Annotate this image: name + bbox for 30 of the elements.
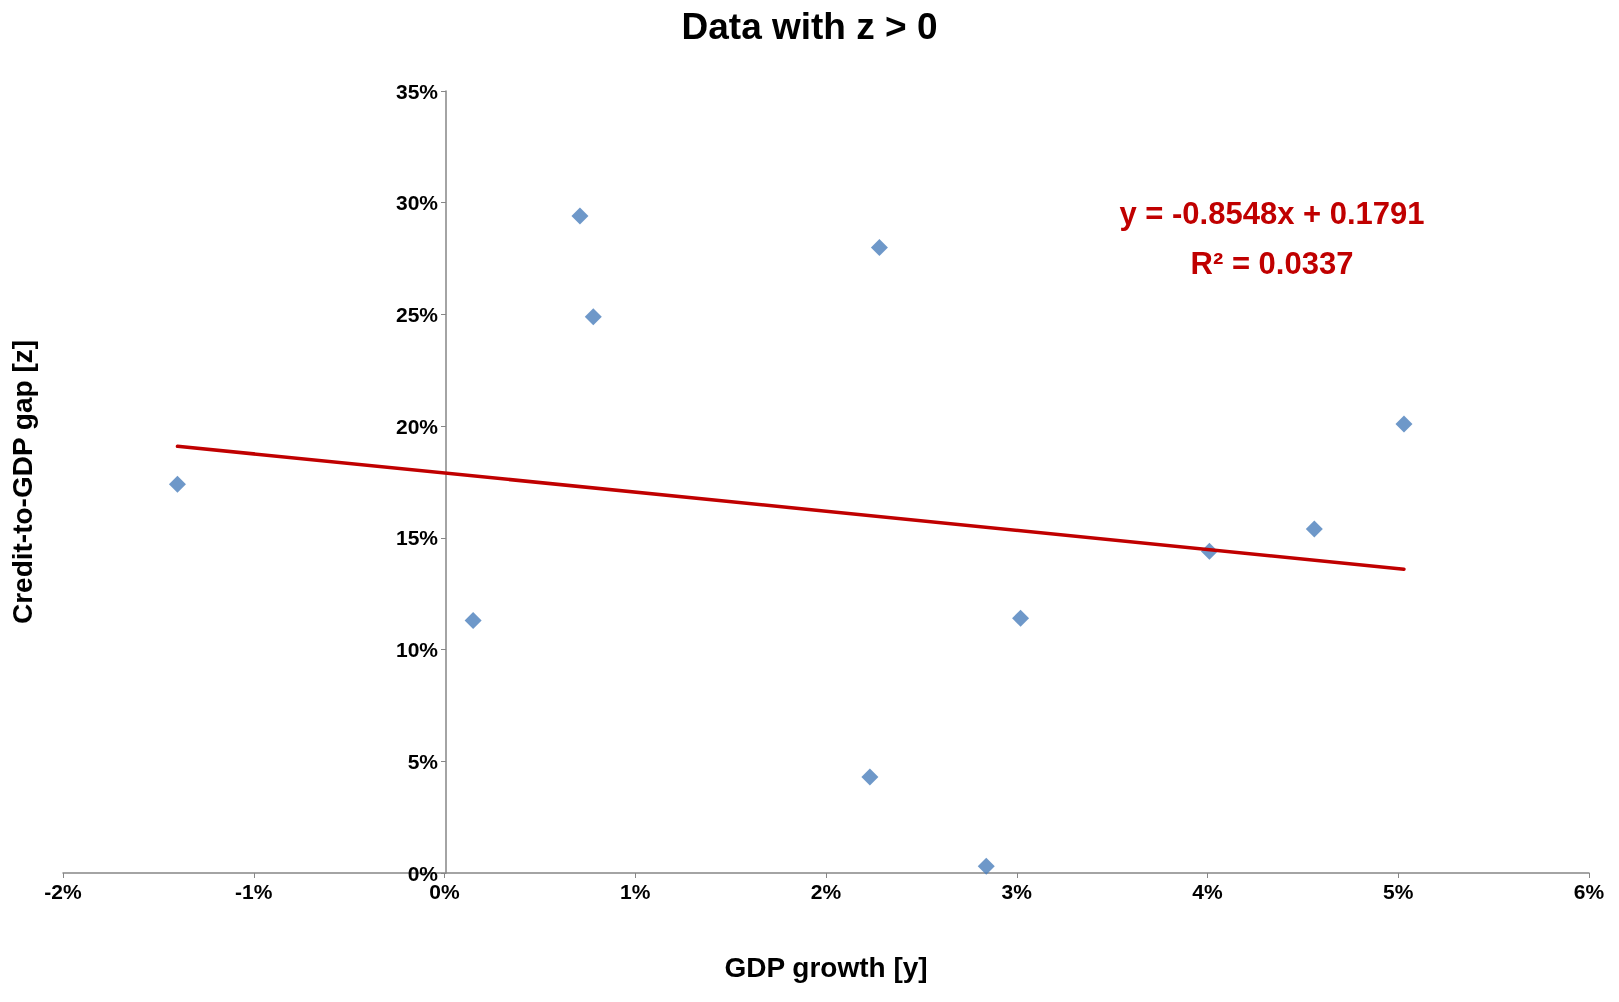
x-tick-label: 3% (1001, 880, 1033, 903)
point (464, 612, 482, 630)
y-tick-label: 30% (395, 191, 439, 215)
x-tick-label: 4% (1192, 880, 1223, 903)
x-tick-label: -1% (235, 880, 273, 903)
x-tick-label: 5% (1383, 880, 1414, 903)
point (1305, 520, 1323, 538)
annotation: R² = 0.0337 (1190, 246, 1354, 281)
point (977, 857, 995, 875)
x-tick-label: 1% (620, 880, 651, 903)
y-tick-label: 10% (395, 638, 439, 662)
point (1395, 415, 1413, 433)
y-axis-title: Credit-to-GDP gap [z] (6, 339, 38, 625)
x-tick-label: 6% (1573, 880, 1605, 903)
y-tick-label: 5% (407, 749, 439, 773)
x-tick-label: 2% (810, 880, 842, 903)
y-tick-label: 25% (395, 302, 439, 326)
chart-title: Data with z > 0 (681, 6, 938, 47)
point (870, 238, 888, 256)
x-axis-title: GDP growth [y] (724, 951, 928, 983)
point (168, 475, 186, 493)
point (571, 207, 589, 225)
point (584, 308, 602, 326)
y-tick-label: 20% (395, 414, 439, 438)
point (861, 768, 879, 786)
point (1012, 609, 1030, 627)
y-tick-label: 15% (395, 526, 439, 550)
x-tick-label: -2% (44, 880, 82, 903)
y-tick-label: 35% (395, 79, 439, 103)
annotation: y = -0.8548x + 0.1791 (1119, 196, 1425, 231)
